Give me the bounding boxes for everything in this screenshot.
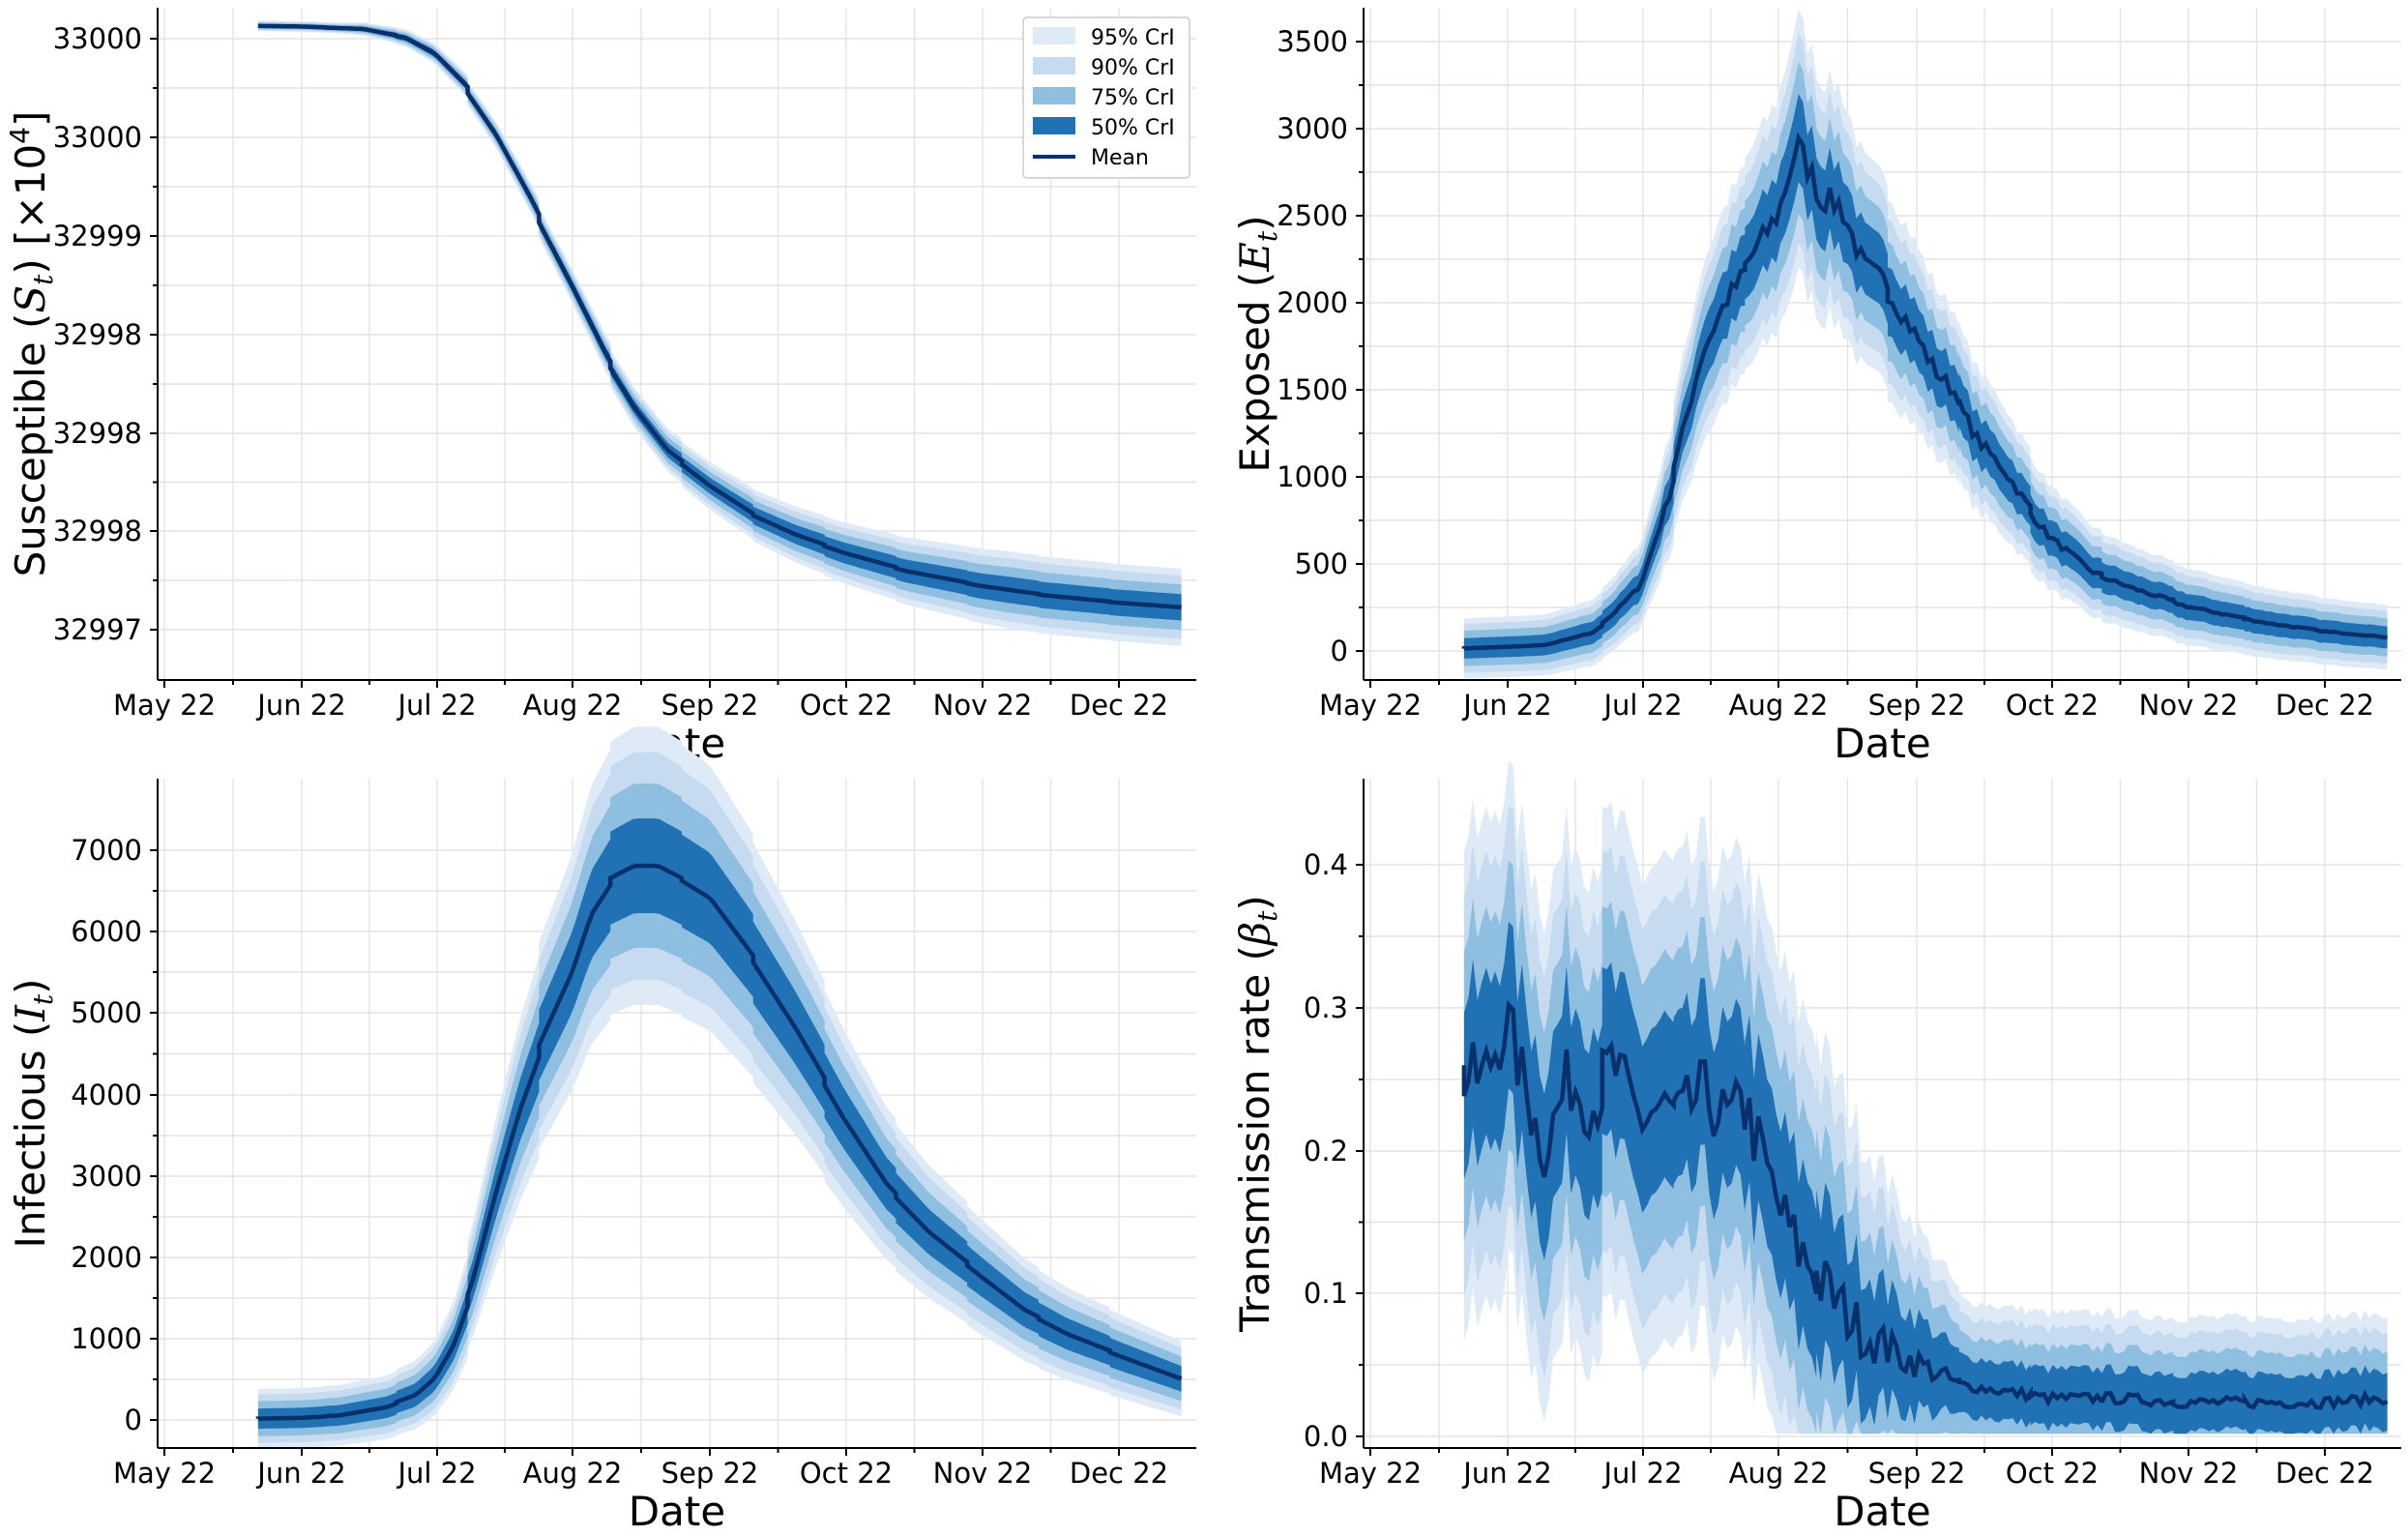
legend-label: 75% CrI [1091, 86, 1175, 110]
x-tick-label: Jul 22 [1601, 689, 1682, 722]
y-tick-label: 3000 [71, 1160, 142, 1193]
ci-75-band [257, 783, 1182, 1436]
y-tick-label: 0 [1331, 635, 1348, 667]
y-tick-label: 32999 [53, 220, 142, 252]
legend-label: Mean [1091, 146, 1149, 170]
x-tick-label: Oct 22 [2006, 1457, 2099, 1490]
y-tick-label: 3500 [1277, 25, 1348, 58]
infectious-panel: May 22 Jun 22 Jul 22 Aug 22 Sep 22 Oct 22 Nov … [7, 726, 1196, 1535]
transmission-rate-panel: May 22 Jun 22 Jul 22 Aug 22 Sep 22 Oct 22 Nov … [1231, 760, 2401, 1535]
legend-swatch [1033, 87, 1075, 104]
x-tick-label: May 22 [113, 689, 216, 722]
x-axis-label: Date [629, 1488, 725, 1535]
x-tick-label: Oct 22 [800, 1457, 893, 1490]
y-tick-label: 32997 [53, 613, 142, 646]
x-tick-label: Oct 22 [2006, 689, 2099, 722]
x-tick-label: Sep 22 [1868, 689, 1966, 722]
y-tick-label: 1000 [1277, 460, 1348, 493]
y-tick-label: 32998 [53, 318, 142, 351]
y-axis-label: Susceptible (St) [×104] [4, 111, 59, 577]
x-tick-label: Jul 22 [396, 689, 476, 722]
y-tick-label: 7000 [71, 834, 142, 867]
x-tick-label: Jul 22 [396, 1457, 476, 1490]
x-tick-label: Jun 22 [255, 689, 345, 722]
legend-label: 50% CrI [1091, 116, 1175, 140]
mean-line [1461, 999, 2389, 1411]
grid [158, 779, 1196, 1448]
y-tick-label: 500 [1295, 547, 1348, 580]
x-tick-label: Sep 22 [1868, 1457, 1966, 1490]
x-tick-label: Aug 22 [523, 689, 623, 722]
x-tick-label: May 22 [113, 1457, 216, 1490]
x-tick-label: Nov 22 [933, 689, 1033, 722]
y-tick-label: 6000 [71, 915, 142, 948]
legend-label: 95% CrI [1091, 26, 1175, 50]
y-tick-label: 32998 [53, 417, 142, 450]
y-tick-label: 2000 [71, 1241, 142, 1274]
x-tick-label: Jun 22 [255, 1457, 345, 1490]
x-tick-label: May 22 [1319, 689, 1422, 722]
x-tick-label: May 22 [1319, 1457, 1422, 1490]
y-tick-label: 5000 [71, 996, 142, 1029]
y-tick-label: 0.1 [1304, 1277, 1348, 1310]
x-tick-label: Sep 22 [661, 689, 759, 722]
x-tick-label: Sep 22 [661, 1457, 759, 1490]
x-tick-label: Nov 22 [2139, 1457, 2239, 1490]
x-tick-label: Dec 22 [2276, 689, 2374, 722]
legend-swatch [1033, 117, 1075, 134]
y-tick-label: 1000 [71, 1322, 142, 1355]
x-axis-label: Date [1834, 720, 1930, 767]
x-axis-label: Date [1834, 1488, 1930, 1535]
y-tick-label: 3000 [1277, 112, 1348, 145]
y-tick-label: 33000 [53, 121, 142, 154]
x-tick-label: Aug 22 [523, 1457, 623, 1490]
legend-swatch [1033, 27, 1075, 44]
susceptible-panel: May 22 Jun 22 Jul 22 Aug 22 Sep 22 Oct 22 Nov … [4, 8, 1196, 767]
y-tick-label: 0.4 [1304, 848, 1348, 881]
y-tick-label: 0.2 [1304, 1135, 1348, 1168]
legend: 95% CrI 90% CrI 75% CrI 50% CrI Mean [1022, 16, 1190, 179]
mean-line [1461, 132, 2388, 651]
ci-50-band [1463, 94, 2388, 660]
mean-line [257, 23, 1182, 610]
y-tick-label: 1500 [1277, 373, 1348, 406]
x-tick-label: Oct 22 [800, 689, 893, 722]
y-tick-label: 32998 [53, 515, 142, 547]
legend-label: 90% CrI [1091, 56, 1175, 80]
ci-50-band [257, 818, 1182, 1430]
x-tick-label: Aug 22 [1729, 1457, 1829, 1490]
y-tick-label: 4000 [71, 1079, 142, 1111]
x-tick-label: Nov 22 [933, 1457, 1033, 1490]
mean-line [255, 863, 1183, 1421]
y-tick-label: 2000 [1277, 286, 1348, 319]
y-tick-label: 0.3 [1304, 991, 1348, 1024]
ci-50-band [1463, 922, 2388, 1434]
y-axis-label: Transmission rate (βt) [1231, 895, 1283, 1333]
y-axis-label: Infectious (It) [7, 978, 59, 1248]
ci-75-band [1463, 860, 2388, 1434]
y-axis-label: Exposed (Et) [1231, 215, 1283, 472]
y-tick-label: 2500 [1277, 199, 1348, 232]
y-tick-label: 33000 [53, 22, 142, 55]
x-tick-label: Dec 22 [1070, 1457, 1168, 1490]
y-tick-label: 0 [125, 1404, 142, 1436]
x-tick-label: Dec 22 [1070, 689, 1168, 722]
x-tick-label: Jul 22 [1601, 1457, 1682, 1490]
exposed-panel: May 22 Jun 22 Jul 22 Aug 22 Sep 22 Oct 22 Nov … [1231, 8, 2401, 767]
x-tick-label: Jun 22 [1461, 1457, 1551, 1490]
x-tick-label: Dec 22 [2276, 1457, 2374, 1490]
y-tick-label: 0.0 [1304, 1420, 1348, 1453]
x-tick-label: Nov 22 [2139, 689, 2239, 722]
x-tick-label: Jun 22 [1461, 689, 1551, 722]
x-tick-label: Aug 22 [1729, 689, 1829, 722]
legend-swatch [1033, 57, 1075, 74]
